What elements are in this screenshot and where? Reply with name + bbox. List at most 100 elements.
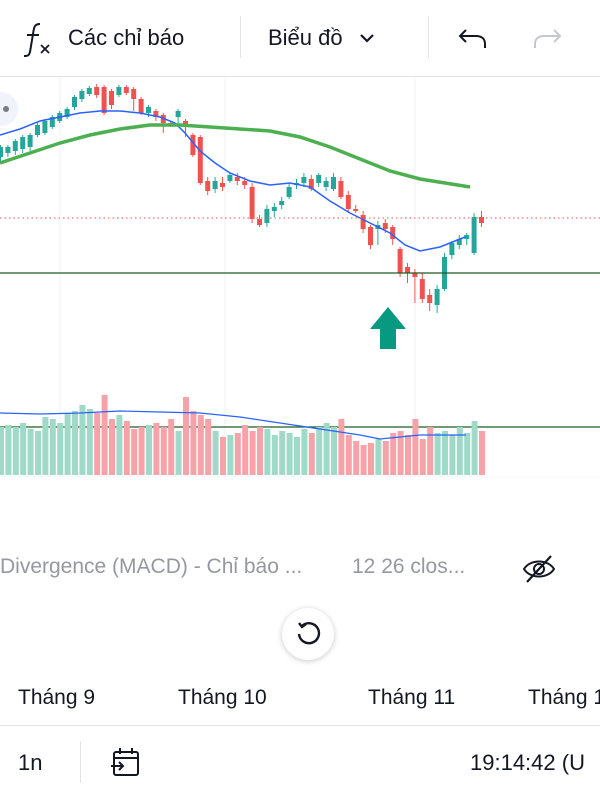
volume-bar [0, 427, 4, 475]
volume-bar [212, 431, 219, 475]
volume-bar [123, 421, 130, 475]
volume-bar [131, 429, 138, 475]
scroll-handle[interactable] [0, 92, 18, 126]
chart-type-label: Biểu đồ [268, 25, 343, 50]
volume-bar [94, 413, 101, 475]
candle [190, 135, 196, 155]
volume-bar [412, 419, 419, 475]
candle [382, 223, 388, 229]
volume-bar [20, 423, 27, 475]
candle [72, 97, 77, 107]
candle [345, 195, 351, 209]
volume-bar [168, 419, 175, 475]
candle [279, 201, 285, 205]
volume-bar [397, 431, 404, 475]
volume-bar [64, 413, 71, 475]
candle [419, 279, 425, 299]
toolbar-divider [80, 741, 81, 783]
volume-bar [146, 425, 152, 475]
candle [264, 209, 270, 223]
indicators-button[interactable]: Các chỉ báo [20, 0, 184, 76]
candle [109, 91, 114, 105]
volume-bar [197, 415, 204, 475]
candle [35, 125, 40, 135]
volume-bar [294, 437, 300, 475]
volume-bar [220, 437, 226, 475]
volume-bar [86, 409, 93, 475]
candle [227, 175, 233, 181]
volume-bar [116, 415, 123, 475]
function-icon [23, 23, 50, 57]
candle [49, 117, 55, 127]
toolbar-divider [428, 16, 429, 58]
volume-bar [331, 427, 337, 475]
candle [205, 181, 211, 191]
volume-bar [242, 425, 249, 475]
redo-button[interactable] [530, 0, 564, 76]
candle [434, 289, 440, 305]
candle [449, 243, 455, 255]
macd-legend[interactable]: Divergence (MACD) - Chỉ báo ... 12 26 cl… [0, 555, 600, 591]
candle [138, 99, 144, 113]
volume-bar [234, 433, 241, 475]
volume-bar [183, 397, 189, 475]
bottom-toolbar: 1n 19:14:42 (U [0, 725, 600, 801]
volume-bar [109, 419, 115, 475]
candle [368, 227, 373, 245]
volume-bar [205, 419, 212, 475]
volume-bar [308, 433, 315, 475]
candle [360, 215, 366, 229]
volume-bar [390, 433, 397, 475]
clock-display[interactable]: 19:14:42 (U [470, 750, 585, 775]
volume-bar [5, 425, 12, 475]
candle [397, 249, 403, 273]
eye-off-icon[interactable] [520, 551, 558, 587]
volume-bar [427, 427, 434, 475]
dot-icon [3, 106, 9, 112]
price-chart[interactable] [0, 77, 600, 477]
volume-bar [264, 429, 271, 475]
candle [308, 179, 314, 189]
candle [0, 147, 3, 157]
candle [131, 89, 137, 99]
volume-bar [449, 435, 456, 475]
moving-average-line [0, 110, 466, 252]
volume-bar [434, 433, 441, 475]
volume-bar [471, 421, 478, 475]
candle [12, 141, 18, 151]
candle [27, 135, 33, 147]
chevron-down-icon [359, 34, 374, 43]
candle [338, 181, 344, 197]
volume-bar [316, 427, 323, 475]
volume-bar [138, 427, 145, 475]
indicators-label: Các chỉ báo [68, 25, 185, 50]
candle [64, 109, 70, 117]
volume-bar [175, 431, 182, 475]
candle [331, 177, 336, 189]
macd-params: 12 26 clos... [352, 555, 466, 578]
volume-bar [160, 427, 167, 475]
candle [412, 273, 418, 277]
x-tick-label: Tháng 9 [18, 686, 96, 709]
undo-button[interactable] [456, 0, 490, 76]
candle [271, 207, 277, 211]
volume-bar [479, 431, 485, 475]
candle [301, 177, 307, 183]
calendar-goto-icon[interactable] [108, 745, 144, 781]
volume-bar [360, 445, 367, 475]
interval-button[interactable]: 1n [18, 750, 43, 775]
reset-chart-button[interactable] [282, 608, 334, 660]
candle [116, 87, 122, 95]
volume-bar [353, 441, 360, 475]
chart-type-button[interactable]: Biểu đồ [268, 0, 379, 76]
reset-icon [297, 621, 321, 645]
candle [479, 217, 484, 223]
volume-bar [375, 439, 382, 475]
candle [316, 175, 322, 183]
candle [456, 239, 462, 245]
toolbar-divider [240, 16, 241, 58]
x-tick-label: Tháng 12 [528, 686, 600, 709]
volume-bar [42, 417, 49, 475]
x-tick-label: Tháng 11 [368, 686, 456, 709]
volume-bar [190, 411, 197, 475]
